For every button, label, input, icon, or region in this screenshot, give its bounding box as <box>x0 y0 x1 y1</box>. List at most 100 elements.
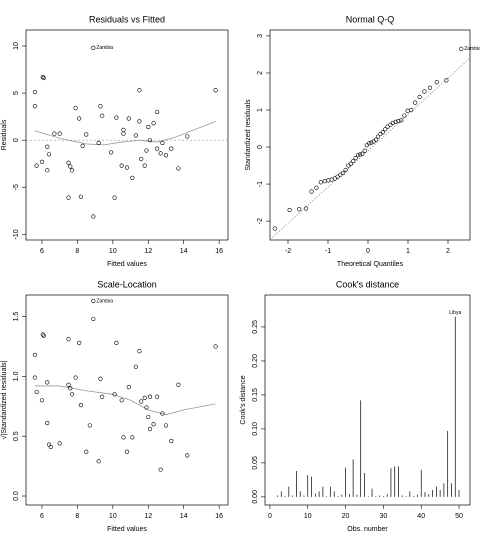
point <box>66 195 71 200</box>
point <box>360 151 365 156</box>
point <box>69 392 75 397</box>
x-tick-label: 0 <box>366 248 370 255</box>
point <box>151 422 156 427</box>
point-label: Zambia <box>96 45 113 51</box>
point <box>346 163 351 168</box>
point <box>338 172 343 177</box>
point <box>405 108 410 113</box>
point <box>112 392 117 397</box>
point <box>126 116 131 121</box>
x-axis-label: Obs. number <box>347 526 388 533</box>
point <box>378 131 383 137</box>
x-tick-label: 6 <box>40 513 44 520</box>
point <box>52 131 57 136</box>
x-tick-label: 8 <box>75 248 79 255</box>
point <box>114 115 119 120</box>
y-tick-label: 0.5 <box>13 431 20 441</box>
point <box>66 382 71 387</box>
point <box>158 467 163 472</box>
point <box>144 148 149 153</box>
y-tick-label: 10 <box>13 42 20 50</box>
point <box>48 444 53 450</box>
point <box>417 94 422 100</box>
point <box>393 119 398 124</box>
y-tick-label: 1.0 <box>13 371 20 381</box>
point <box>68 386 73 391</box>
smooth <box>34 120 216 146</box>
x-tick-label: -1 <box>325 248 331 255</box>
point <box>66 160 71 165</box>
point <box>77 116 82 121</box>
point <box>146 414 151 420</box>
point <box>68 164 73 169</box>
point <box>80 143 85 148</box>
point <box>369 140 374 145</box>
point <box>362 148 367 153</box>
point <box>163 423 169 428</box>
y-tick-label: 3 <box>257 34 264 38</box>
point <box>385 124 390 129</box>
x-tick-label: 8 <box>75 513 79 520</box>
point <box>77 340 82 345</box>
panel: Residuals vs Fitted Fitted values Residual… <box>1 14 229 268</box>
x-tick-label: 40 <box>417 513 425 520</box>
y-tick-label: 0.15 <box>252 388 259 402</box>
point <box>96 140 101 146</box>
x-axis-label: Fitted values <box>107 261 147 268</box>
point <box>112 195 117 200</box>
point <box>34 163 39 168</box>
plot-area <box>270 46 470 240</box>
point <box>314 185 319 190</box>
point <box>185 453 190 458</box>
x-tick-label: 10 <box>109 513 117 520</box>
point <box>139 399 144 404</box>
reference-line <box>270 57 470 240</box>
point <box>78 194 84 199</box>
point-label: Libya <box>449 310 461 316</box>
point <box>213 88 218 93</box>
point <box>373 137 379 142</box>
point <box>100 113 105 118</box>
point <box>160 140 165 146</box>
point-label: Zambia <box>464 46 480 52</box>
panel: Normal Q-Q Theoretical Quantiles Standardi… <box>245 14 480 267</box>
x-tick-label: 14 <box>180 248 188 255</box>
x-tick-label: 12 <box>144 513 152 520</box>
point <box>151 121 156 126</box>
point <box>108 150 114 155</box>
y-tick-label: -1 <box>257 181 264 187</box>
point <box>78 402 84 408</box>
y-tick-label: 0 <box>13 138 20 142</box>
point <box>66 337 71 342</box>
point <box>213 344 218 349</box>
point <box>87 423 92 428</box>
point <box>121 435 126 440</box>
point <box>357 152 363 157</box>
y-axis-label: Cook's distance <box>240 375 247 424</box>
point <box>137 119 142 124</box>
panel-title: Cook's distance <box>336 279 399 289</box>
point <box>84 132 89 137</box>
point <box>158 151 163 156</box>
point <box>57 131 62 136</box>
point <box>91 214 96 219</box>
point <box>364 143 369 148</box>
y-axis-label: Residuals <box>1 119 8 150</box>
point <box>32 90 37 95</box>
point <box>57 441 62 446</box>
point <box>409 107 414 113</box>
plot-frame <box>25 29 229 241</box>
x-tick-label: 50 <box>455 513 463 520</box>
plot-area <box>32 298 218 472</box>
point <box>114 340 119 345</box>
x-tick-label: 14 <box>180 513 188 520</box>
point <box>119 398 124 403</box>
y-tick-label: 5 <box>13 91 20 95</box>
point <box>459 46 464 51</box>
y-axis-label: Standardized residuals <box>245 99 252 171</box>
y-tick-label: 2 <box>257 71 264 75</box>
point <box>32 375 37 380</box>
point <box>444 78 449 83</box>
x-tick-label: 12 <box>144 248 152 255</box>
smooth <box>34 385 216 416</box>
